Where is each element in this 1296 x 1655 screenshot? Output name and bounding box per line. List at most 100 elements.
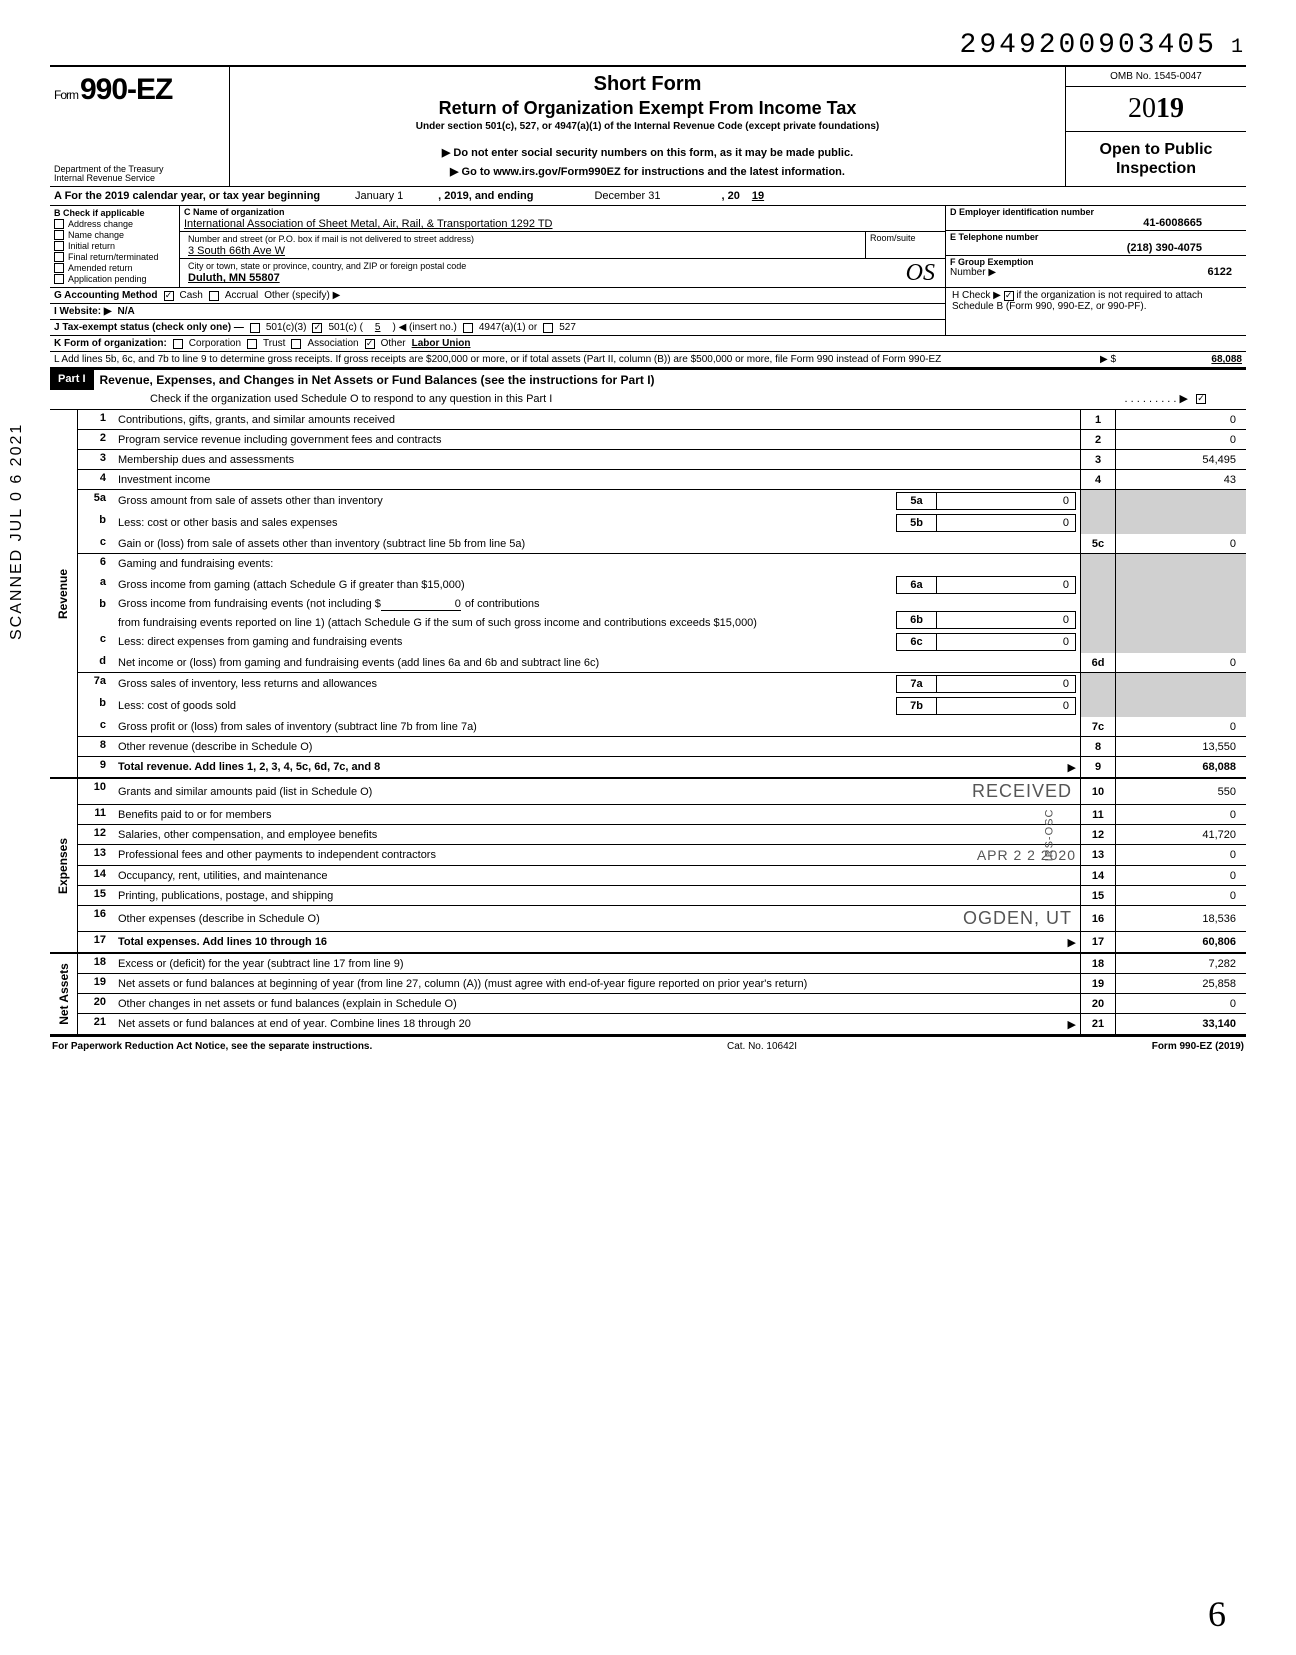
row-j: J Tax-exempt status (check only one) — 5… — [50, 320, 945, 335]
tax-year: 2019 — [1066, 87, 1246, 132]
line-4-val: 43 — [1116, 470, 1246, 489]
line-9-val: 68,088 — [1116, 757, 1246, 777]
open-to-public: Open to Public Inspection — [1066, 132, 1246, 186]
ein: 41-6008665 — [950, 217, 1242, 229]
line-12-val: 41,720 — [1116, 825, 1246, 844]
document-id: 2949200903405 1 — [50, 30, 1246, 61]
expenses-section: Expenses 10Grants and similar amounts pa… — [50, 779, 1246, 954]
line-6a-val: 0 — [936, 576, 1076, 594]
scanned-stamp: SCANNED JUL 0 6 2021 — [8, 423, 26, 640]
revenue-section: Revenue 1Contributions, gifts, grants, a… — [50, 410, 1246, 779]
header-left: Form990-EZ Department of the Treasury In… — [50, 67, 230, 186]
org-address: 3 South 66th Ave W — [184, 245, 861, 257]
line-19-val: 25,858 — [1116, 974, 1246, 993]
line-6b-val: 0 — [936, 611, 1076, 629]
cb-accrual[interactable] — [209, 291, 219, 301]
initials-signature: OS — [906, 260, 935, 287]
box-b: B Check if applicable Address change Nam… — [50, 206, 180, 287]
group-exemption: 6122 — [1208, 266, 1242, 278]
short-form-label: Short Form — [238, 73, 1057, 96]
row-h: H Check ▶ ✓ if the organization is not r… — [946, 288, 1246, 335]
cb-application-pending[interactable]: Application pending — [54, 274, 175, 284]
note-url: ▶ Go to www.irs.gov/Form990EZ for instru… — [238, 165, 1057, 178]
line-1-val: 0 — [1116, 410, 1246, 429]
cb-association[interactable] — [291, 339, 301, 349]
line-14-val: 0 — [1116, 866, 1246, 885]
org-name: International Association of Sheet Metal… — [180, 218, 945, 231]
omb-number: OMB No. 1545-0047 — [1066, 67, 1246, 87]
line-21-val: 33,140 — [1116, 1014, 1246, 1034]
row-g: G Accounting Method ✓Cash Accrual Other … — [50, 288, 945, 304]
date-stamp: APR 2 2 2020 — [977, 847, 1076, 863]
header-right: OMB No. 1545-0047 2019 Open to Public In… — [1066, 67, 1246, 186]
org-city: Duluth, MN 55807 — [184, 272, 941, 284]
row-k: K Form of organization: Corporation Trus… — [50, 336, 1246, 352]
line-13-val: 0 — [1116, 845, 1246, 865]
line-5c-val: 0 — [1116, 534, 1246, 553]
line-6b-contributions: 0 — [381, 598, 461, 611]
department: Department of the Treasury Internal Reve… — [54, 165, 225, 185]
cb-cash[interactable]: ✓ — [164, 291, 174, 301]
line-7a-val: 0 — [936, 675, 1076, 693]
row-a-tax-year: A For the 2019 calendar year, or tax yea… — [50, 186, 1246, 206]
line-7b-val: 0 — [936, 697, 1076, 715]
cb-schedule-o[interactable]: ✓ — [1196, 394, 1206, 404]
part-i-label: Part I — [50, 370, 94, 390]
form-header: Form990-EZ Department of the Treasury In… — [50, 65, 1246, 186]
schedule-o-check-line: Check if the organization used Schedule … — [50, 390, 1246, 410]
line-10-val: 550 — [1116, 779, 1246, 804]
cb-final-return[interactable]: Final return/terminated — [54, 252, 175, 262]
section-b-through-f: B Check if applicable Address change Nam… — [50, 206, 1246, 288]
website-value: N/A — [118, 306, 135, 317]
cb-corporation[interactable] — [173, 339, 183, 349]
cb-501c3[interactable] — [250, 323, 260, 333]
row-l: L Add lines 5b, 6c, and 7b to line 9 to … — [50, 352, 1246, 368]
expenses-side-label: Expenses — [50, 779, 78, 952]
line-8-val: 13,550 — [1116, 737, 1246, 756]
cb-527[interactable] — [543, 323, 553, 333]
tax-year-end: December 31 — [538, 190, 718, 202]
footer-right: Form 990-EZ (2019) — [1152, 1041, 1244, 1052]
line-6d-val: 0 — [1116, 653, 1246, 672]
row-i: I Website: ▶ N/A — [50, 304, 945, 320]
cb-name-change[interactable]: Name change — [54, 230, 175, 240]
line-17-val: 60,806 — [1116, 932, 1246, 952]
net-assets-section: Net Assets 18Excess or (deficit) for the… — [50, 954, 1246, 1036]
cb-trust[interactable] — [247, 339, 257, 349]
handwritten-page-number: 6 — [1208, 1593, 1226, 1635]
cb-501c[interactable]: ✓ — [312, 323, 322, 333]
header-mid: Short Form Return of Organization Exempt… — [230, 67, 1066, 186]
part-i-title: Revenue, Expenses, and Changes in Net As… — [94, 370, 1246, 390]
line-6c-val: 0 — [936, 633, 1076, 651]
rows-g-h-i-j: G Accounting Method ✓Cash Accrual Other … — [50, 288, 1246, 336]
doc-id-main: 2949200903405 — [960, 30, 1217, 61]
main-title: Return of Organization Exempt From Incom… — [238, 98, 1057, 119]
telephone: (218) 390-4075 — [950, 242, 1242, 254]
line-11-val: 0 — [1116, 805, 1246, 824]
line-2-val: 0 — [1116, 430, 1246, 449]
line-16-val: 18,536 — [1116, 906, 1246, 931]
subtitle: Under section 501(c), 527, or 4947(a)(1)… — [238, 121, 1057, 132]
other-org-val: Labor Union — [412, 338, 471, 349]
net-assets-side-label: Net Assets — [50, 954, 78, 1034]
doc-id-trail: 1 — [1231, 36, 1246, 59]
501c-number: 5 — [369, 322, 387, 333]
line-5a-val: 0 — [936, 492, 1076, 510]
cb-other-org[interactable]: ✓ — [365, 339, 375, 349]
part-i-header: Part I Revenue, Expenses, and Changes in… — [50, 368, 1246, 390]
line-3-val: 54,495 — [1116, 450, 1246, 469]
cb-address-change[interactable]: Address change — [54, 219, 175, 229]
cb-4947[interactable] — [463, 323, 473, 333]
line-5b-val: 0 — [936, 514, 1076, 532]
box-c: C Name of organization International Ass… — [180, 206, 946, 287]
revenue-side-label: Revenue — [50, 410, 78, 777]
cb-amended-return[interactable]: Amended return — [54, 263, 175, 273]
gross-receipts: 68,088 — [1122, 354, 1242, 365]
form-number: Form990-EZ — [54, 73, 172, 106]
line-20-val: 0 — [1116, 994, 1246, 1013]
cb-schedule-b[interactable]: ✓ — [1004, 291, 1014, 301]
boxes-d-e-f: D Employer identification number 41-6008… — [946, 206, 1246, 287]
cb-initial-return[interactable]: Initial return — [54, 241, 175, 251]
line-7c-val: 0 — [1116, 717, 1246, 736]
ogden-stamp: OGDEN, UT — [959, 908, 1076, 929]
